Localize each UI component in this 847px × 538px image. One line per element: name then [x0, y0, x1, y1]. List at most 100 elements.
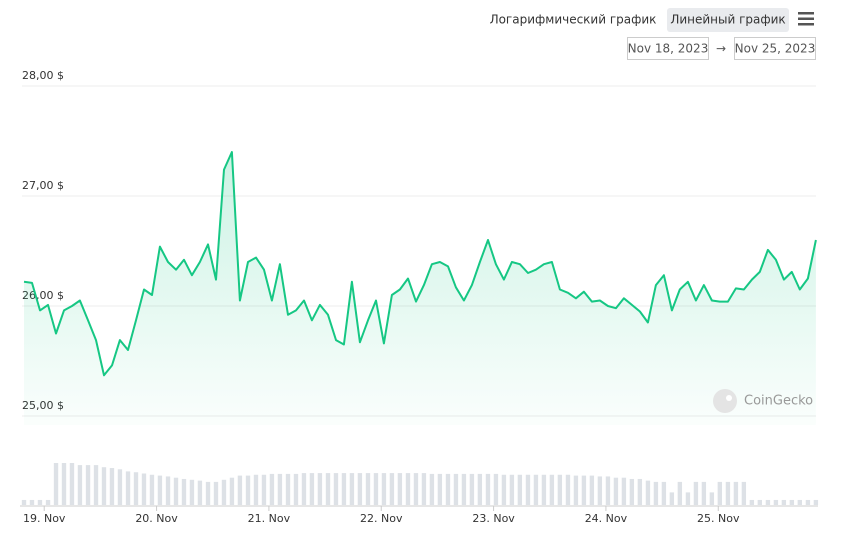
volume-bar — [709, 492, 715, 505]
volume-bar — [621, 477, 627, 505]
volume-bar — [373, 473, 379, 505]
volume-bar — [653, 481, 659, 505]
volume-bar — [437, 473, 443, 505]
volume-bar — [37, 499, 43, 505]
volume-bar — [485, 473, 491, 505]
volume-bar — [517, 474, 523, 505]
volume-bar — [677, 481, 683, 505]
volume-bar — [141, 473, 147, 505]
volume-bar — [405, 473, 411, 505]
volume-bar — [565, 474, 571, 505]
volume-bar — [557, 474, 563, 505]
date-to-box[interactable] — [734, 37, 816, 60]
volume-bar — [733, 481, 739, 505]
volume-bar — [205, 481, 211, 505]
volume-bar — [157, 475, 163, 505]
volume-bar — [637, 478, 643, 505]
date-from-box[interactable] — [627, 37, 709, 60]
volume-bar — [725, 481, 731, 505]
volume-bar — [197, 480, 203, 505]
volume-bar — [77, 465, 83, 505]
volume-bar — [605, 476, 611, 505]
volume-bar — [589, 475, 595, 505]
log-button[interactable]: Логарифмический график — [490, 13, 657, 27]
y-tick-label: 28,00 $ — [22, 69, 64, 82]
volume-bar — [229, 477, 235, 505]
volume-bar — [765, 499, 771, 505]
volume-bar — [341, 473, 347, 505]
x-tick-label: 21. Nov — [248, 512, 291, 525]
volume-bar — [757, 499, 763, 505]
date-arrow: → — [716, 42, 726, 56]
volume-bar — [245, 475, 251, 505]
volume-bar — [813, 499, 819, 505]
volume-bar — [53, 463, 59, 505]
volume-bar — [45, 499, 51, 505]
volume-bar — [269, 473, 275, 505]
price-line — [23, 151, 817, 377]
volume-bar — [365, 473, 371, 505]
volume-bar — [181, 478, 187, 505]
volume-bar — [125, 471, 131, 505]
volume-bar — [21, 499, 27, 505]
price-area — [24, 152, 816, 425]
volume-bar — [213, 481, 219, 505]
x-tick-label: 22. Nov — [360, 512, 403, 525]
volume-bar — [797, 499, 803, 505]
volume-bar — [357, 473, 363, 505]
volume-bar — [453, 473, 459, 505]
volume-bar — [317, 473, 323, 505]
volume-bar — [293, 473, 299, 505]
volume-bar — [349, 473, 355, 505]
volume-bar — [29, 499, 35, 505]
volume-bar — [701, 481, 707, 505]
volume-bar — [285, 473, 291, 505]
volume-bar — [133, 472, 139, 505]
volume-bar — [469, 473, 475, 505]
volume-bar — [773, 499, 779, 505]
volume-bar — [509, 474, 515, 505]
volume-bar — [477, 473, 483, 505]
volume-bar — [781, 499, 787, 505]
linear-button[interactable]: Линейный график — [670, 13, 785, 27]
volume-bar — [541, 474, 547, 505]
x-tick-label: 20. Nov — [135, 512, 178, 525]
volume-bar — [533, 474, 539, 505]
volume-bar — [445, 473, 451, 505]
volume-bar — [429, 473, 435, 505]
watermark-logo — [713, 389, 737, 413]
volume-bar — [501, 474, 507, 505]
volume-bar — [309, 473, 315, 505]
volume-bar — [173, 477, 179, 505]
x-tick-label: 24. Nov — [585, 512, 628, 525]
volume-bar — [261, 474, 267, 505]
x-tick-label: 25. Nov — [697, 512, 740, 525]
volume-bar — [117, 469, 123, 505]
volume-bar — [581, 475, 587, 505]
volume-bar — [397, 473, 403, 505]
volume-bar — [661, 481, 667, 505]
watermark: CoinGecko — [744, 394, 813, 409]
volume-bar — [613, 477, 619, 505]
volume-bar — [109, 468, 115, 505]
volume-bar — [85, 465, 91, 505]
linear-button-bg[interactable] — [667, 8, 789, 32]
volume-bar — [717, 481, 723, 505]
volume-bar — [381, 473, 387, 505]
date-to[interactable]: Nov 25, 2023 — [735, 42, 816, 56]
volume-bar — [749, 499, 755, 505]
volume-bar — [237, 475, 243, 505]
date-from[interactable]: Nov 18, 2023 — [628, 42, 709, 56]
volume-bar — [221, 479, 227, 505]
volume-bar — [669, 492, 675, 505]
volume-bar — [325, 473, 331, 505]
volume-bar — [525, 474, 531, 505]
volume-bar — [101, 467, 107, 505]
menu-bar — [798, 17, 814, 20]
volume-bar — [549, 474, 555, 505]
volume-bar — [61, 463, 67, 505]
volume-bar — [493, 473, 499, 505]
menu-icon[interactable] — [798, 12, 814, 26]
